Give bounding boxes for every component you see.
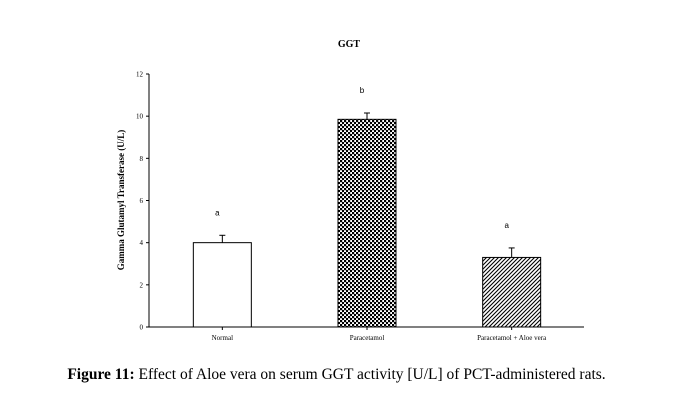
significance-label: a — [215, 208, 220, 217]
y-tick-label: 10 — [136, 113, 144, 121]
y-tick-label: 2 — [140, 281, 144, 289]
significance-label: a — [504, 221, 509, 230]
x-tick-label: Normal — [212, 334, 233, 342]
figure-caption-text: Effect of Aloe vera on serum GGT activit… — [134, 366, 606, 383]
y-axis-label: Gamma Glutamyl Transferase (U/L) — [116, 130, 126, 270]
y-tick-label: 12 — [136, 71, 144, 79]
figure-label: Figure 11: — [67, 366, 135, 383]
bars: a b a — [192, 86, 542, 328]
bar — [337, 118, 397, 328]
x-tick-label: Paracetamol + Aloe vera — [477, 334, 547, 342]
y-tick-label: 0 — [140, 324, 144, 332]
y-tick-label: 6 — [140, 197, 144, 205]
x-tick-label: Paracetamol — [350, 334, 385, 342]
significance-label: b — [360, 86, 365, 95]
y-tick-label: 4 — [140, 239, 144, 247]
bar — [482, 256, 542, 328]
figure-caption: Figure 11: Effect of Aloe vera on serum … — [0, 366, 673, 384]
ggt-bar-chart: GGT Gamma Glutamyl Transferase (U/L) 0 2 4… — [116, 39, 584, 342]
chart-title: GGT — [338, 39, 361, 50]
y-tick-label: 8 — [140, 155, 144, 163]
bar — [192, 242, 252, 328]
